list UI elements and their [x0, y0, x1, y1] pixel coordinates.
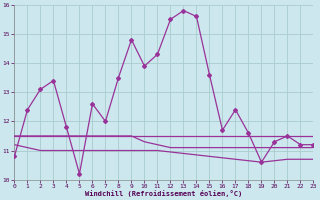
X-axis label: Windchill (Refroidissement éolien,°C): Windchill (Refroidissement éolien,°C) — [85, 190, 243, 197]
